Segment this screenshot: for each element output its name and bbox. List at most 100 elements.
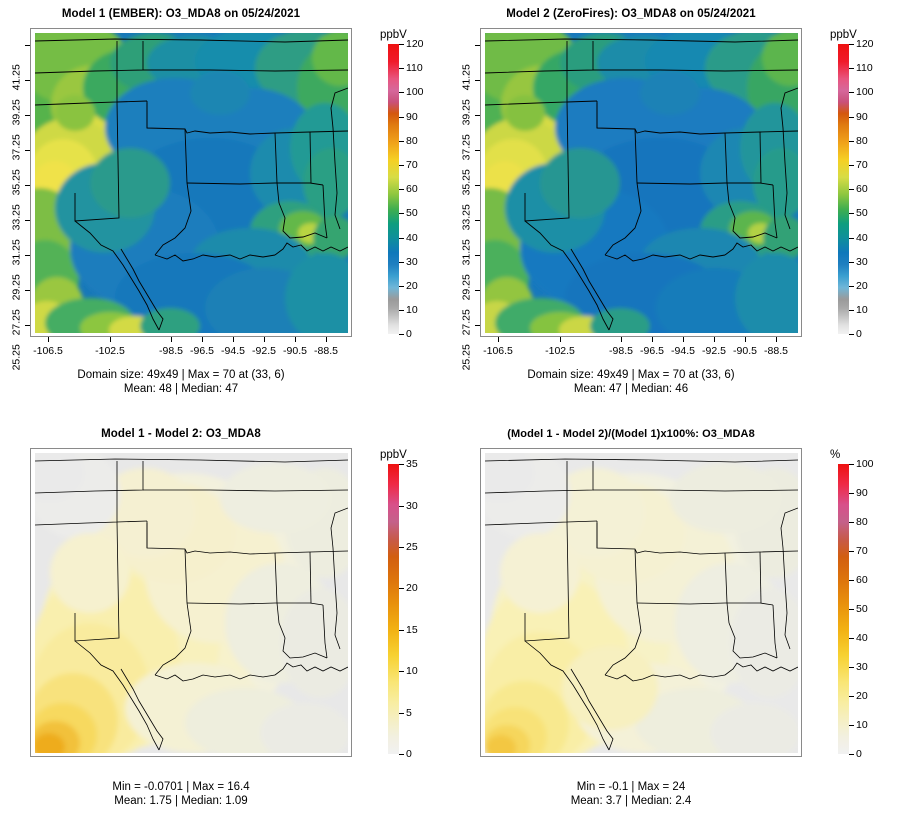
colorbar-tick-label: 90 — [406, 111, 418, 123]
y-tick-label: 41.25 — [10, 64, 22, 91]
colorbar-gradient — [388, 44, 399, 334]
panel-model2: Model 2 (ZeroFires): O3_MDA8 on 05/24/20… — [450, 0, 900, 420]
ozone-field-model1 — [35, 33, 348, 333]
colorbar-tick-label: 90 — [856, 487, 868, 499]
x-tick-label: -88.5 — [314, 345, 338, 357]
y-tick-label: 33.25 — [10, 204, 22, 231]
colorbar-unit-label: % — [830, 449, 841, 461]
x-tick-label: -96.5 — [190, 345, 214, 357]
y-tick-label: 31.25 — [460, 239, 472, 266]
colorbar-tick-label: 30 — [856, 256, 868, 268]
colorbar-tick-label: 10 — [856, 719, 868, 731]
stats-line-1: Min = -0.0701 | Max = 16.4 — [112, 781, 250, 793]
colorbar-tick-label: 50 — [856, 207, 868, 219]
panel-difference: Model 1 - Model 2: O3_MDA8 — [0, 420, 450, 840]
y-tick-label: 35.25 — [10, 169, 22, 196]
colorbar-tick-label: 20 — [856, 280, 868, 292]
panel-stats-model2: Domain size: 49x49 | Max = 70 at (33, 6)… — [450, 368, 812, 396]
colorbar-tick-label: 30 — [406, 500, 418, 512]
x-tick-label: -94.5 — [221, 345, 245, 357]
y-axis-model1: 41.25 39.25 37.25 35.25 33.25 31.25 29.2… — [0, 28, 30, 370]
y-tick-label: 39.25 — [10, 99, 22, 126]
colorbar-tick-label: 40 — [856, 232, 868, 244]
colorbar-tick-label: 100 — [406, 86, 424, 98]
x-axis-model2: -106.5 -102.5 -98.5 -96.5 -94.5 -92.5 -9… — [480, 337, 802, 367]
colorbar-tick-label: 0 — [856, 748, 862, 760]
y-tick-label: 37.25 — [10, 134, 22, 161]
plot-area-model1 — [30, 28, 352, 337]
panel-stats-model1: Domain size: 49x49 | Max = 70 at (33, 6)… — [0, 368, 362, 396]
x-tick-label: -106.5 — [483, 345, 513, 357]
state-boundaries-percent-difference — [485, 458, 798, 751]
y-tick-label: 35.25 — [460, 169, 472, 196]
y-tick-label: 31.25 — [10, 239, 22, 266]
x-tick-label: -92.5 — [702, 345, 726, 357]
state-boundaries-difference — [35, 458, 348, 751]
x-tick-label: -96.5 — [640, 345, 664, 357]
stats-line-2: Mean: 3.7 | Median: 2.4 — [570, 795, 692, 807]
colorbar-tick-label: 5 — [406, 707, 412, 719]
panel-title-difference: Model 1 - Model 2: O3_MDA8 — [101, 428, 261, 440]
y-axis-model2: 41.25 39.25 37.25 35.25 33.25 31.25 29.2… — [450, 28, 480, 370]
colorbar-tick-label: 120 — [406, 38, 424, 50]
colorbar-tick-label: 25 — [406, 541, 418, 553]
colorbar-tick-label: 50 — [856, 603, 868, 615]
panel-title-model2: Model 2 (ZeroFires): O3_MDA8 on 05/24/20… — [506, 8, 756, 20]
colorbar-tick-label: 100 — [856, 86, 874, 98]
colorbar-tick-label: 40 — [856, 632, 868, 644]
state-boundaries-model1 — [35, 38, 348, 331]
colorbar-tick-label: 0 — [406, 748, 412, 760]
colorbar-tick-label: 80 — [406, 135, 418, 147]
y-tick-label: 33.25 — [460, 204, 472, 231]
panel-title-percent-difference: (Model 1 - Model 2)/(Model 1)x100%: O3_M… — [507, 428, 755, 440]
colorbar-tick-label: 60 — [406, 183, 418, 195]
x-axis-model1: -106.5 -102.5 -98.5 -96.5 -94.5 -92.5 -9… — [30, 337, 352, 367]
x-tick-label: -98.5 — [159, 345, 183, 357]
y-tick-label: 37.25 — [460, 134, 472, 161]
colorbar-tick-label: 110 — [856, 62, 873, 74]
colorbar-tick-label: 60 — [856, 183, 868, 195]
y-tick-label: 27.25 — [460, 309, 472, 336]
y-tick-label: 29.25 — [10, 274, 22, 301]
raster-model2 — [485, 33, 798, 333]
raster-model1 — [35, 33, 348, 333]
colorbar-tick-label: 90 — [856, 111, 868, 123]
colorbar-tick-label: 15 — [406, 624, 418, 636]
stats-line-2: Mean: 47 | Median: 46 — [573, 383, 689, 395]
colorbar-tick-label: 10 — [406, 304, 418, 316]
colorbar-unit-label: ppbV — [830, 29, 857, 41]
colorbar-tick-label: 0 — [856, 328, 862, 340]
colorbar-tick-label: 50 — [406, 207, 418, 219]
colorbar-gradient — [388, 464, 399, 754]
colorbar-tick-label: 10 — [856, 304, 868, 316]
x-tick-label: -90.5 — [283, 345, 307, 357]
x-tick-label: -94.5 — [671, 345, 695, 357]
colorbar-tick-label: 70 — [856, 159, 868, 171]
colorbar-tick-label: 110 — [406, 62, 423, 74]
colorbar-tick-label: 10 — [406, 665, 418, 677]
stats-line-2: Mean: 48 | Median: 47 — [123, 383, 239, 395]
stats-line-2: Mean: 1.75 | Median: 1.09 — [114, 795, 248, 807]
raster-difference — [35, 453, 348, 753]
panel-stats-percent-difference: Min = -0.1 | Max = 24 Mean: 3.7 | Median:… — [450, 780, 812, 808]
panel-stats-difference: Min = -0.0701 | Max = 16.4 Mean: 1.75 | M… — [0, 780, 362, 808]
colorbar-gradient — [838, 44, 849, 334]
colorbar-unit-label: ppbV — [380, 29, 407, 41]
colorbar-tick-label: 70 — [856, 545, 868, 557]
colorbar-tick-label: 0 — [406, 328, 412, 340]
plot-area-percent-difference — [480, 448, 802, 757]
colorbar-gradient — [838, 464, 849, 754]
x-tick-label: -92.5 — [252, 345, 276, 357]
colorbar-tick-label: 100 — [856, 458, 874, 470]
y-tick-label: 27.25 — [10, 309, 22, 336]
colorbar-tick-label: 20 — [406, 582, 418, 594]
difference-field — [35, 453, 348, 753]
colorbar-tick-label: 80 — [856, 516, 868, 528]
panel-model1: Model 1 (EMBER): O3_MDA8 on 05/24/2021 — [0, 0, 450, 420]
panel-percent-difference: (Model 1 - Model 2)/(Model 1)x100%: O3_M… — [450, 420, 900, 840]
colorbar-tick-label: 35 — [406, 458, 418, 470]
stats-line-1: Min = -0.1 | Max = 24 — [576, 781, 686, 793]
y-tick-label: 29.25 — [460, 274, 472, 301]
colorbar-tick-label: 60 — [856, 574, 868, 586]
colorbar-tick-label: 20 — [406, 280, 418, 292]
